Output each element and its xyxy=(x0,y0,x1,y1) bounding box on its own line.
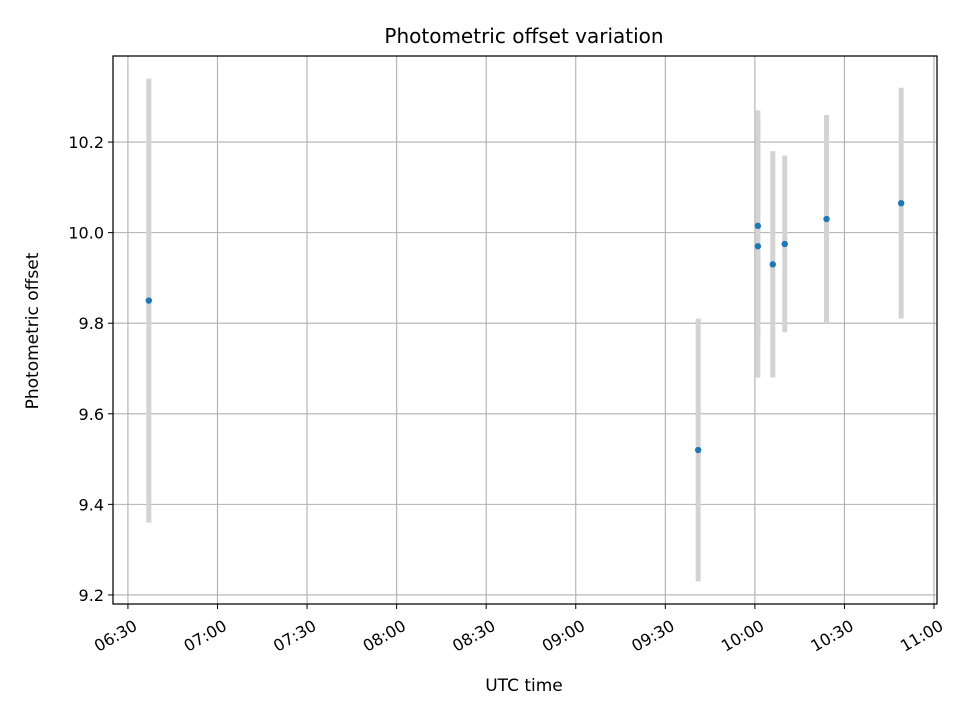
data-point xyxy=(145,297,153,304)
y-axis-label: Photometric offset xyxy=(23,252,43,409)
y-tick-label: 9.8 xyxy=(79,314,104,333)
grid xyxy=(113,56,937,604)
data-point xyxy=(769,261,776,268)
data-points xyxy=(145,199,905,454)
y-tick-label: 9.2 xyxy=(79,586,104,605)
data-point xyxy=(754,222,762,230)
y-tick-label: 10.2 xyxy=(68,133,104,152)
x-axis-label: UTC time xyxy=(485,676,563,696)
data-point xyxy=(754,243,762,250)
data-point xyxy=(823,215,830,223)
chart-title: Photometric offset variation xyxy=(384,24,663,48)
y-tick-label: 9.4 xyxy=(79,495,104,514)
y-tick-label: 9.6 xyxy=(79,405,104,424)
plot-frame xyxy=(112,55,938,605)
data-point xyxy=(694,446,702,454)
data-point xyxy=(781,240,788,248)
data-point xyxy=(897,199,905,207)
y-tick-label: 10.0 xyxy=(68,224,104,243)
